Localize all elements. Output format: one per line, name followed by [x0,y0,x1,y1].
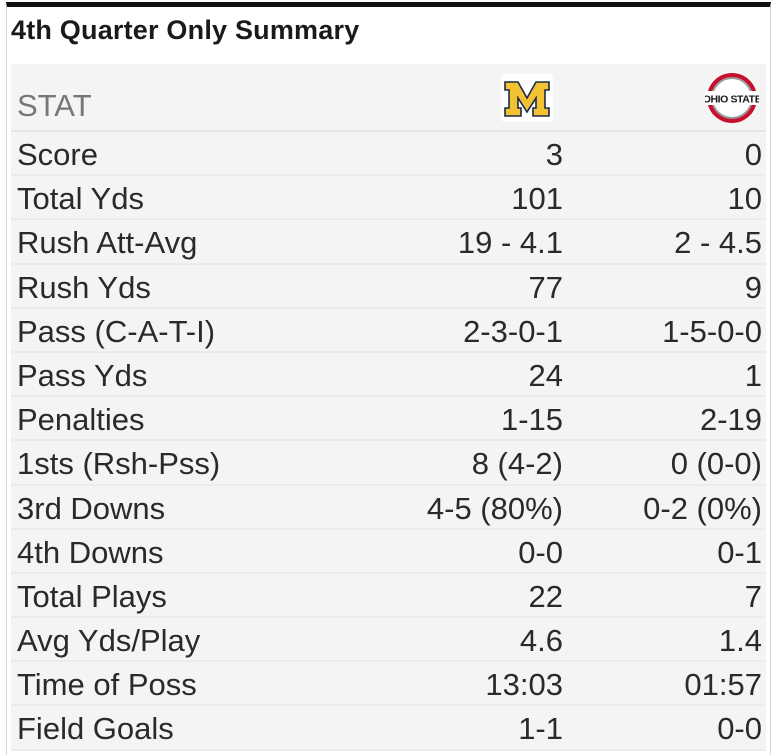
michigan-value-cell: 19 - 4.1 [457,225,563,261]
michigan-value-cell: 13:03 [485,667,563,703]
table-row: Total Plays 22 7 [11,574,766,619]
michigan-value-cell: 77 [528,269,563,305]
table-row: Time of Poss 13:03 01:57 [11,662,766,707]
michigan-value-cell: 3 [545,137,563,172]
table-row: Pass (C-A-T-I) 2-3-0-1 1-5-0-0 [11,309,766,353]
ohio-state-value-cell: 2-19 [699,402,762,438]
stat-name-cell: Rush Att-Avg [17,225,198,261]
table-row: Rush Yds 77 9 [11,265,766,309]
table-body: Score 3 0 Total Yds 101 10 Rush Att-Avg 19 - 4.… [11,132,766,751]
stat-name-cell: 4th Downs [17,534,164,570]
ohio-state-value-cell: 0 (0-0) [670,446,762,482]
table-row: Avg Yds/Play 4.6 1.4 [11,618,766,663]
ohio-state-value-cell: 1-5-0-0 [662,313,762,349]
stat-name-cell: Score [17,137,98,172]
stat-name-cell: Pass Yds [17,357,148,393]
table-row: 1sts (Rsh-Pss) 8 (4-2) 0 (0-0) [11,441,766,486]
stat-name-cell: Field Goals [17,711,174,747]
page-title: 4th Quarter Only Summary [11,15,360,45]
ohio-state-value-cell: 7 [744,578,762,614]
stat-name-cell: 1sts (Rsh-Pss) [17,446,221,482]
michigan-value-cell: 1-1 [518,711,563,747]
michigan-value-cell: 4.6 [519,623,563,659]
michigan-value-cell: 24 [528,357,563,393]
stat-name-cell: Pass (C-A-T-I) [17,313,216,349]
stat-name-cell: Total Yds [17,181,144,217]
ohio-state-logo-icon: OHIO STATE [705,73,759,123]
table-row: Pass Yds 24 1 [11,353,766,398]
michigan-value-cell: 0-0 [518,534,563,570]
michigan-value-cell: 1-15 [500,402,563,438]
michigan-value-cell: 8 (4-2) [471,446,563,482]
stat-column-header: STAT [17,88,92,123]
stat-name-cell: Total Plays [17,578,167,614]
stat-name-cell: Avg Yds/Play [17,623,201,659]
stat-name-cell: 3rd Downs [17,490,166,526]
ohio-state-value-cell: 0 [744,137,762,172]
stat-name-cell: Rush Yds [17,269,151,305]
stats-table: STAT OHIO STATE Score 3 0 Total Yds 101 10 Rus… [11,64,766,751]
table-row: 3rd Downs 4-5 (80%) 0-2 (0%) [11,486,766,530]
ohio-state-value-cell: 01:57 [684,667,762,703]
table-row: Field Goals 1-1 0-0 [11,706,766,751]
michigan-value-cell: 101 [511,181,563,217]
michigan-value-cell: 2-3-0-1 [463,313,563,349]
table-header-row: STAT OHIO STATE [11,64,766,132]
table-row: 4th Downs 0-0 0-1 [11,530,766,574]
stat-name-cell: Penalties [17,402,145,438]
stat-name-cell: Time of Poss [17,667,197,703]
table-row: Total Yds 101 10 [11,176,766,221]
ohio-state-value-cell: 0-2 (0%) [643,490,762,526]
ohio-state-value-cell: 1 [744,357,762,393]
table-row: Penalties 1-15 2-19 [11,397,766,442]
ohio-state-value-cell: 0-0 [717,711,762,747]
ohio-state-value-cell: 9 [744,269,762,305]
michigan-value-cell: 4-5 (80%) [426,490,563,526]
ohio-state-value-cell: 2 - 4.5 [674,225,762,261]
table-row: Score 3 0 [11,132,766,177]
summary-card: 4th Quarter Only Summary STAT OHIO STATE… [6,2,771,755]
michigan-value-cell: 22 [528,578,563,614]
michigan-logo-icon [501,74,553,122]
ohio-state-logo-text: OHIO STATE [705,94,759,106]
ohio-state-value-cell: 0-1 [717,534,762,570]
ohio-state-value-cell: 1.4 [718,623,762,659]
ohio-state-value-cell: 10 [727,181,762,217]
table-row: Rush Att-Avg 19 - 4.1 2 - 4.5 [11,220,766,265]
